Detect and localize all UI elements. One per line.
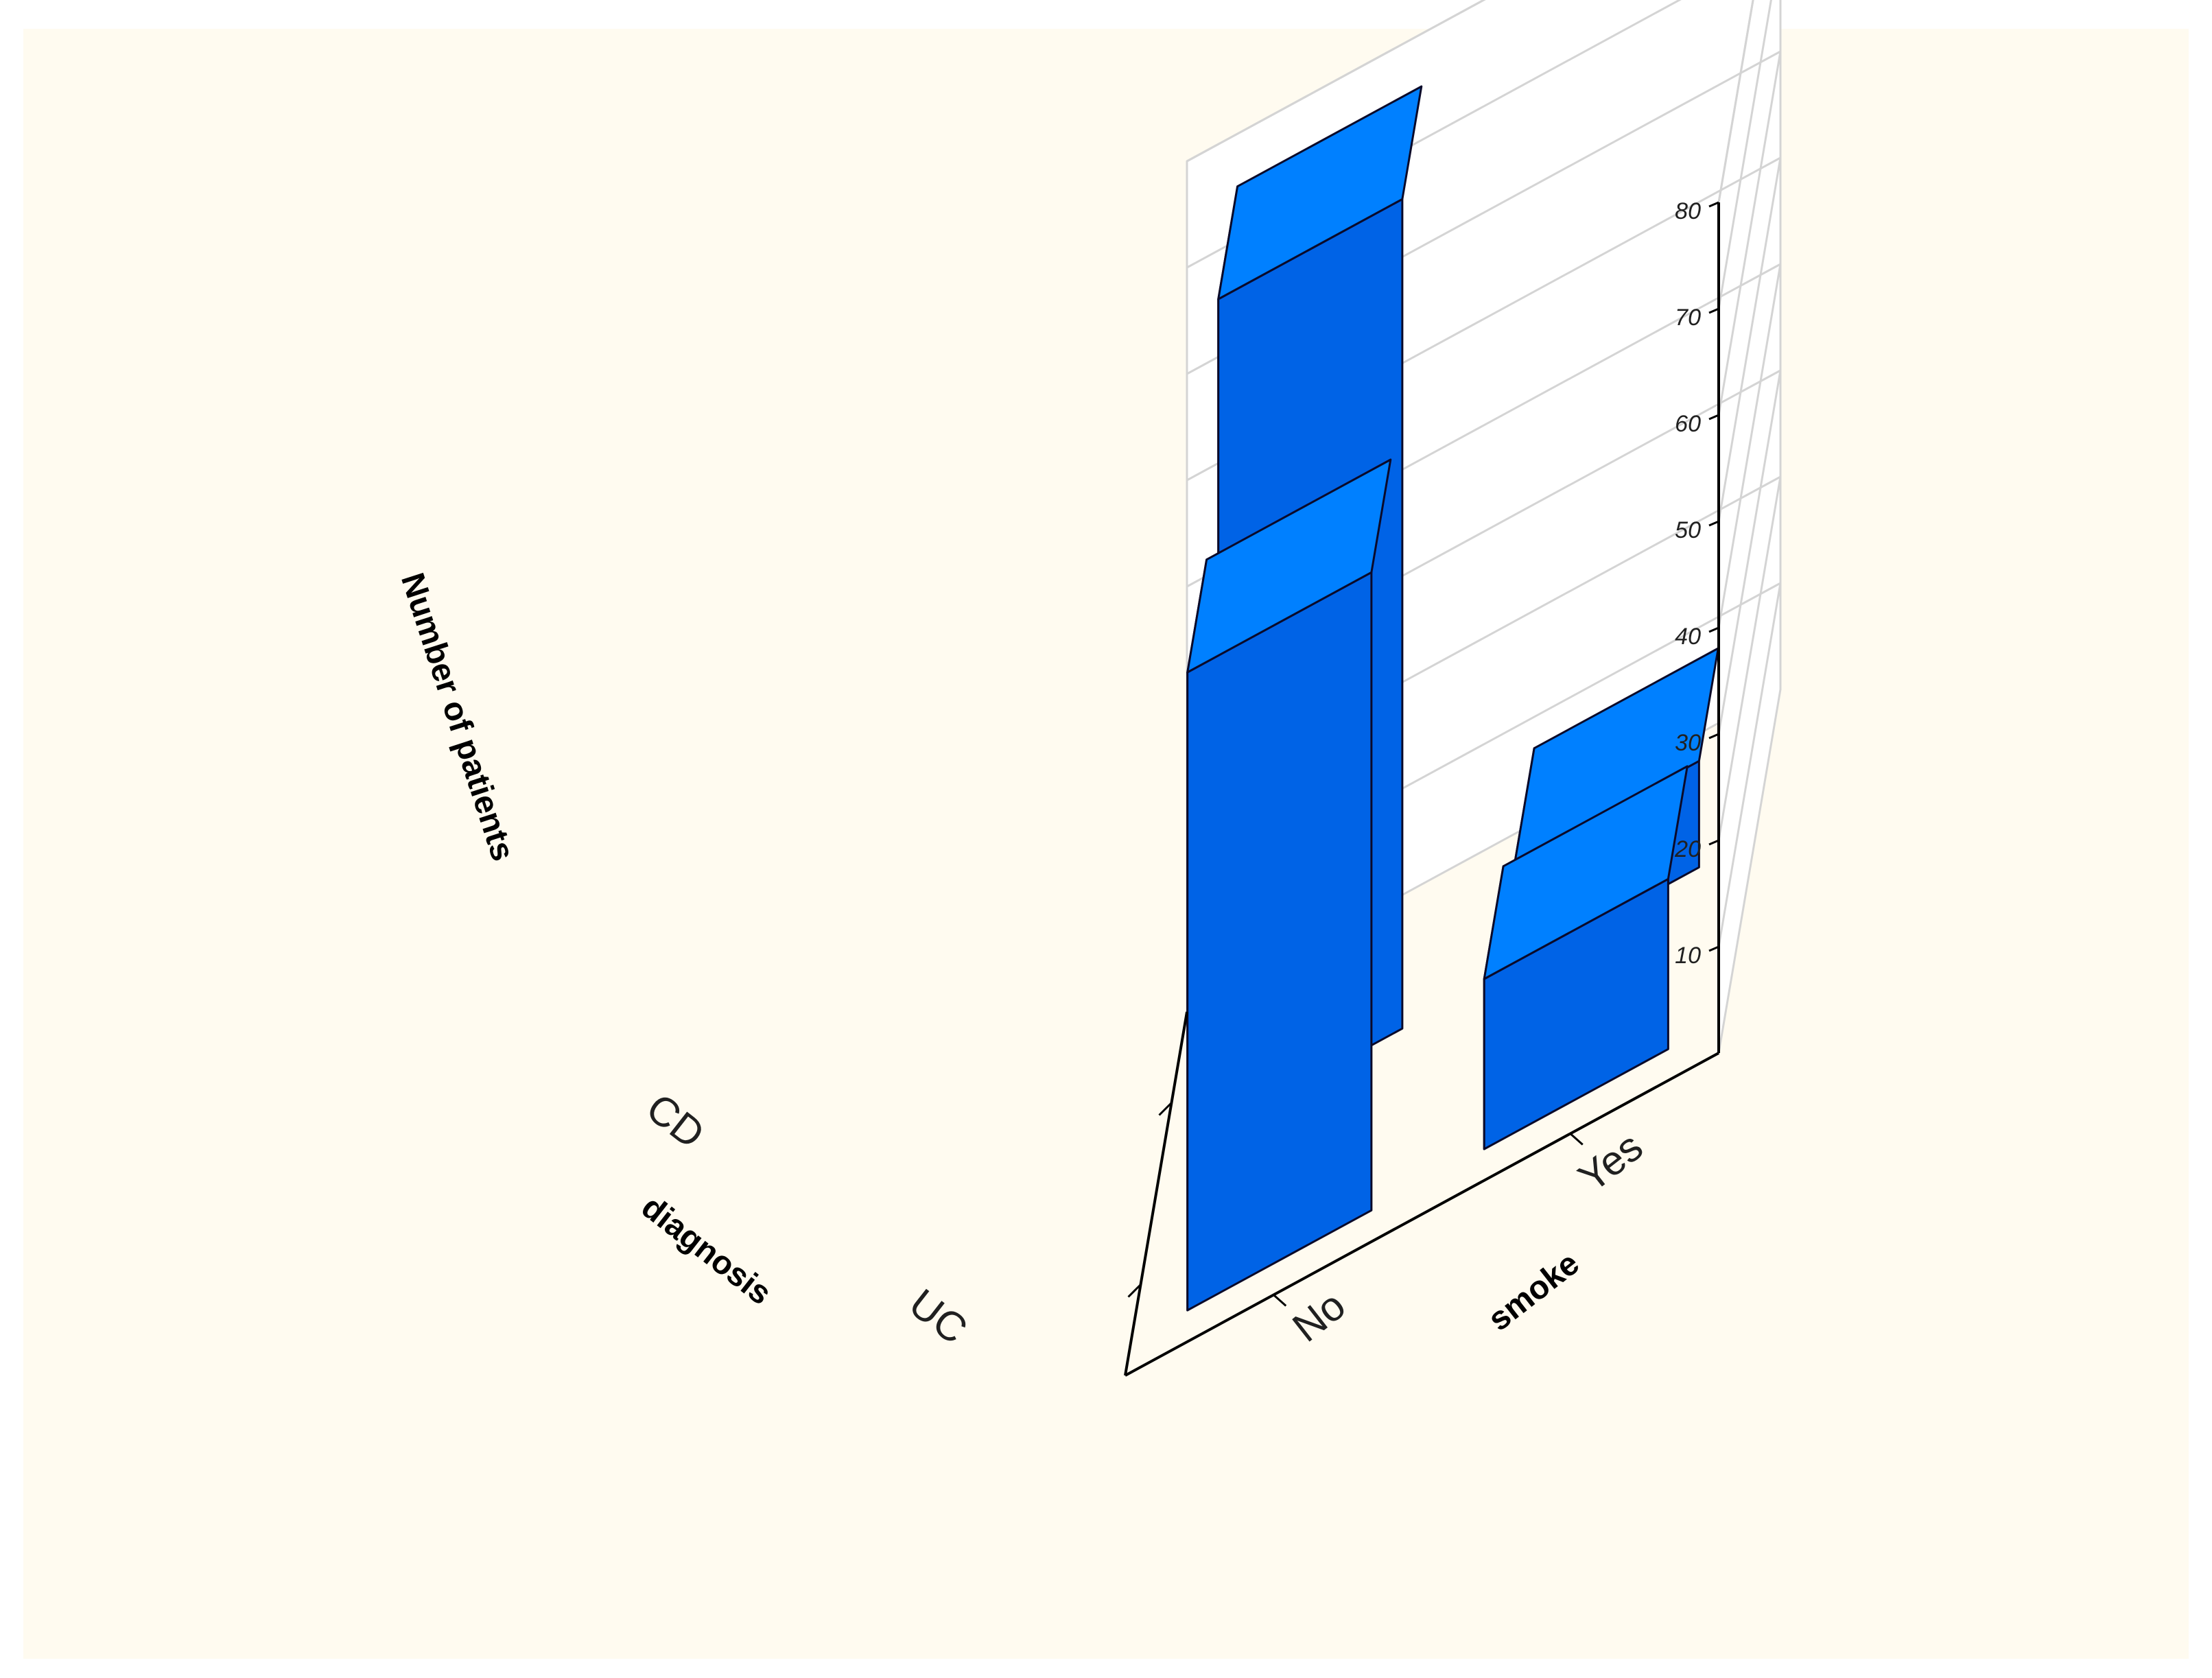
z-tick-label-1: 20 (1674, 836, 1701, 862)
z-tick-label-5: 60 (1675, 411, 1701, 437)
z-tick-label-3: 40 (1675, 624, 1701, 650)
bar-cd-no (1188, 460, 1391, 1310)
z-tick-label-0: 10 (1675, 943, 1701, 969)
z-tick-label-2: 30 (1675, 730, 1701, 756)
z-tick-label-4: 50 (1675, 517, 1701, 543)
z-tick-label-6: 70 (1675, 305, 1701, 331)
z-tick-label-7: 80 (1675, 198, 1701, 224)
bar-cd-no-right-face (1188, 572, 1372, 1310)
chart-background (23, 29, 2189, 1659)
